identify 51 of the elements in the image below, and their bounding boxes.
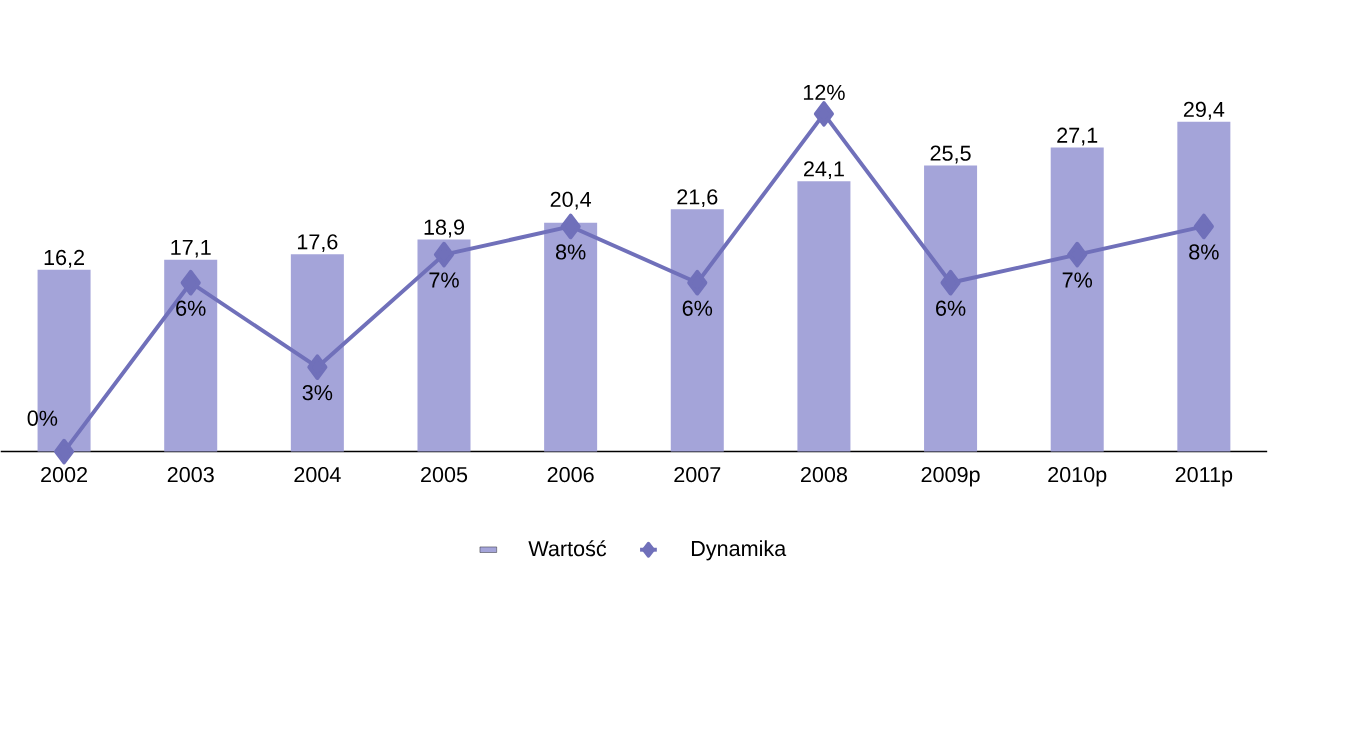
data-label: 21,6 — [677, 189, 718, 208]
x-tick-label: 2008 — [800, 466, 847, 483]
bar — [1177, 121, 1231, 452]
point — [180, 269, 201, 296]
bar — [290, 254, 344, 452]
point — [54, 438, 75, 465]
data-label: 6% — [936, 300, 966, 316]
data-label: 6% — [682, 300, 713, 316]
legend-label: Dynamika — [691, 540, 787, 561]
x-tick-label: 2010p — [1048, 466, 1107, 487]
data-label: 8% — [1189, 244, 1219, 260]
x-tick-label: 2002 — [41, 466, 87, 483]
point — [1193, 213, 1214, 240]
point — [813, 101, 834, 127]
bar — [544, 222, 598, 452]
data-label: 12% — [803, 84, 845, 100]
data-label: 27,1 — [1057, 127, 1098, 146]
bar — [797, 181, 851, 452]
data-label: 24,1 — [804, 161, 844, 180]
point — [940, 269, 961, 296]
bar — [1050, 147, 1104, 452]
point — [307, 354, 328, 380]
data-label: 16,2 — [44, 249, 84, 268]
data-label: 7% — [429, 272, 459, 288]
x-tick-label: 2004 — [294, 466, 341, 483]
data-label: 17,1 — [171, 240, 211, 258]
data-label: 18,9 — [424, 219, 464, 238]
bar — [924, 165, 978, 452]
x-tick-label: 2003 — [167, 466, 214, 483]
x-tick-label: 2009p — [921, 466, 980, 487]
data-label: 17,6 — [297, 234, 338, 253]
x-tick-label: 2007 — [674, 466, 721, 483]
point — [433, 241, 455, 268]
data-label: 6% — [176, 300, 206, 316]
x-tick-label: 2006 — [547, 466, 594, 483]
data-label: 25,5 — [930, 145, 971, 164]
legend-label: Wartość — [528, 540, 607, 557]
data-label: 20,4 — [550, 191, 592, 210]
point — [687, 269, 708, 296]
bar — [670, 209, 724, 452]
bar — [417, 239, 471, 452]
data-label: 29,4 — [1183, 101, 1225, 120]
x-tick-label: 2011p — [1175, 466, 1233, 487]
point — [560, 213, 581, 240]
data-label: 8% — [555, 244, 586, 260]
bar — [164, 259, 218, 452]
x-tick-label: 2005 — [421, 466, 468, 483]
data-label: 7% — [1062, 272, 1093, 288]
data-label: 3% — [302, 385, 333, 401]
point — [1067, 241, 1088, 268]
data-label: 0% — [27, 410, 58, 426]
